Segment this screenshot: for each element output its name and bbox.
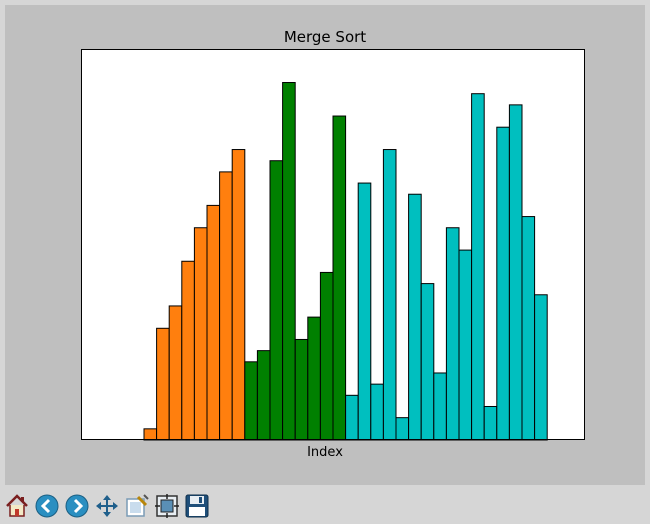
figure-canvas: Merge Sort Index (5, 5, 645, 485)
bar-21 (345, 394, 359, 441)
subplots-button[interactable] (153, 492, 181, 520)
bar-19 (319, 271, 334, 441)
bar-25 (395, 417, 410, 441)
bar-20 (332, 115, 347, 441)
bar-6 (156, 327, 170, 441)
bar-22 (357, 182, 372, 441)
save-floppy-icon (185, 494, 209, 518)
bar-15 (269, 160, 284, 441)
back-button[interactable] (33, 492, 61, 520)
bar-28 (433, 372, 447, 441)
bar-5 (143, 428, 158, 441)
forward-button[interactable] (63, 492, 91, 520)
home-icon (6, 494, 28, 517)
bar-33 (496, 126, 510, 441)
zoom-button[interactable] (123, 492, 151, 520)
bar-9 (193, 227, 208, 441)
bar-26 (408, 193, 422, 441)
bar-18 (307, 316, 321, 441)
bar-8 (181, 260, 195, 441)
bar-17 (294, 338, 309, 441)
x-axis-label: Index (307, 445, 343, 460)
bar-27 (420, 283, 435, 441)
bar-7 (168, 305, 183, 441)
bar-13 (244, 361, 258, 441)
bar-30 (458, 249, 473, 441)
plot-title: Merge Sort (283, 28, 367, 46)
pan-button[interactable] (93, 492, 121, 520)
save-button[interactable] (183, 492, 211, 520)
subplots-config-icon (155, 494, 179, 518)
bar-16 (282, 82, 296, 441)
bar-24 (382, 149, 397, 441)
bar-31 (471, 93, 485, 441)
bar-36 (534, 294, 548, 441)
bar-34 (508, 104, 523, 441)
bar-10 (206, 204, 221, 441)
bar-11 (219, 171, 233, 441)
pan-move-icon (96, 495, 118, 517)
bar-32 (483, 405, 498, 441)
axes-frame (81, 49, 585, 440)
zoom-rect-icon (126, 494, 149, 517)
bar-14 (256, 350, 271, 441)
bar-23 (370, 383, 384, 441)
bar-29 (445, 227, 460, 441)
back-arrow-icon (35, 494, 59, 518)
bar-12 (231, 149, 246, 441)
bar-35 (521, 216, 536, 441)
forward-arrow-icon (65, 494, 89, 518)
home-button[interactable] (3, 492, 31, 520)
navigation-toolbar (0, 489, 650, 524)
bar-chart (81, 49, 585, 441)
